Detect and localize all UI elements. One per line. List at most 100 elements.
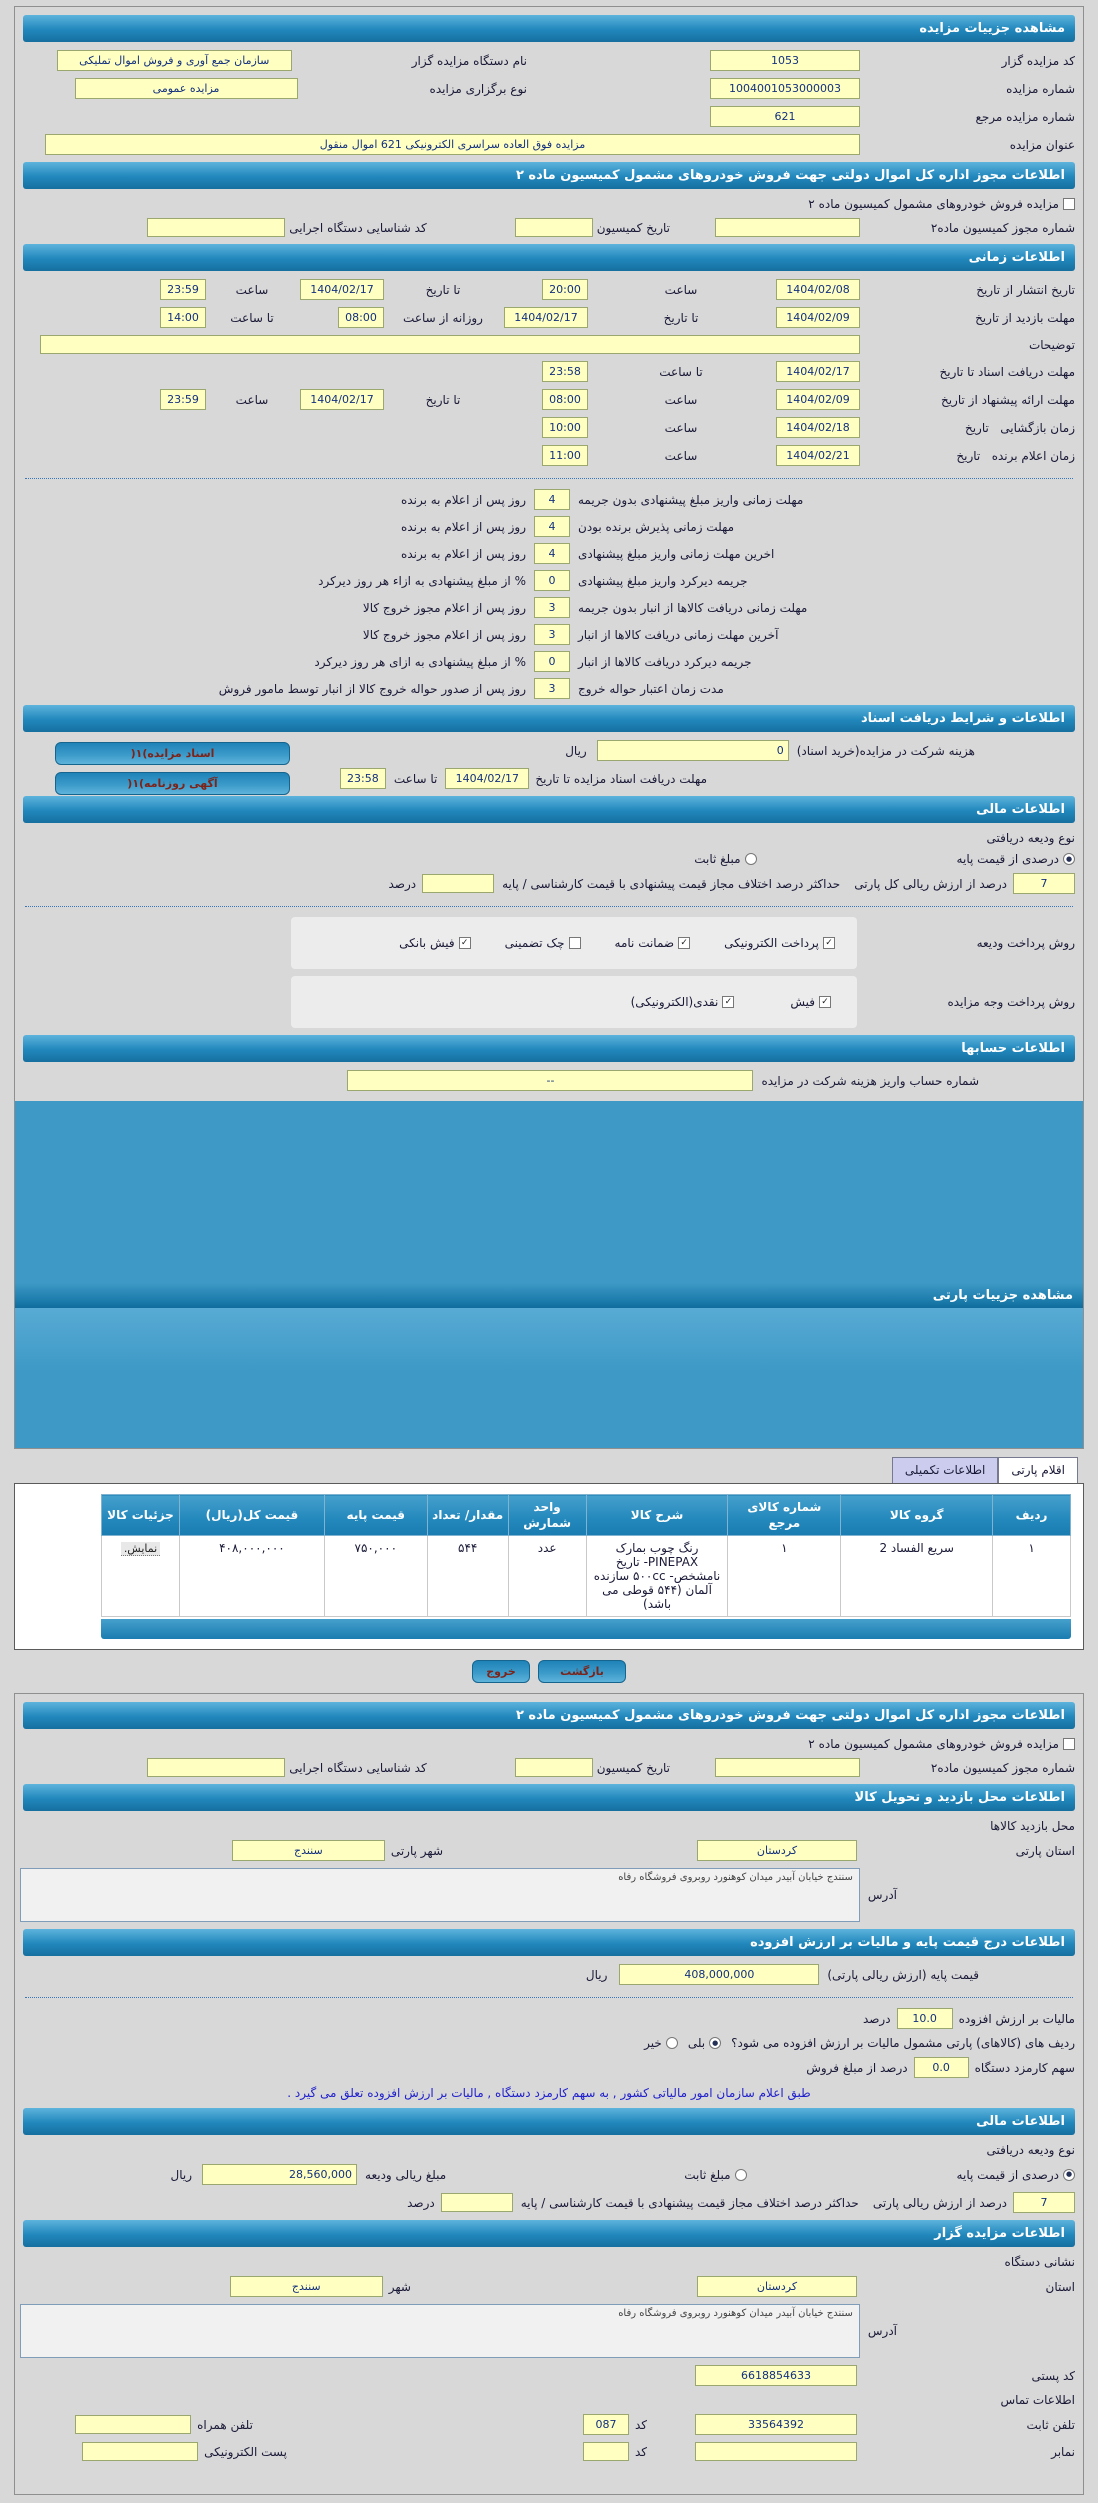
docs-fee-label: هزینه شرکت در مزایده(خرید اسناد) (796, 743, 975, 758)
opening-date-field[interactable]: 1404/02/18 (776, 417, 860, 438)
guarantee-checkbox[interactable]: ✓ (678, 937, 691, 949)
fixed-amount-radio-2[interactable] (734, 2168, 747, 2181)
exec-id-field-2[interactable] (147, 1758, 286, 1778)
penalty-value-field[interactable]: 3 (534, 678, 570, 699)
publish-from-date-field[interactable]: 1404/02/08 (776, 279, 860, 300)
bidder-province-field[interactable]: کردستان (697, 2276, 857, 2298)
docs-receive-date-field[interactable]: 1404/02/17 (776, 361, 860, 382)
visit-to-date-field[interactable]: 1404/02/17 (504, 307, 588, 328)
party-tabs: اقلام پارتی اطلاعات تکمیلی (20, 1457, 1078, 1483)
secured-check-checkbox[interactable] (568, 937, 581, 949)
deposit-percent-field-2[interactable]: 7 (1013, 2192, 1075, 2214)
fax-code-field[interactable] (582, 2442, 629, 2462)
show-details-link[interactable]: نمایش. (120, 1542, 161, 1557)
vat-no-radio[interactable] (665, 2037, 678, 2050)
penalty-value-field[interactable]: 3 (534, 624, 570, 645)
penalty-value-field[interactable]: 0 (534, 651, 570, 672)
auction-no-field[interactable]: 1004001053000003 (710, 78, 860, 99)
slip-checkbox[interactable]: ✓ (819, 996, 831, 1008)
max-diff-field[interactable] (422, 874, 495, 893)
visit-from-date-field[interactable]: 1404/02/09 (776, 307, 860, 328)
vat-yes-radio[interactable]: ● (709, 2037, 722, 2050)
percent-of-base-radio-2[interactable]: ● (1063, 2168, 1075, 2181)
description-field[interactable] (40, 335, 860, 354)
penalty-row: مهلت زمانی دریافت کالاها از انبار بدون ج… (23, 597, 1075, 618)
offer-to-date-field[interactable]: 1404/02/17 (300, 389, 384, 410)
permit-no-field[interactable] (715, 218, 860, 237)
party-city-field[interactable]: سنندج (231, 1840, 385, 1862)
party-address-field[interactable]: سنندج خیابان آبیدر میدان کوهنورد روبروی … (19, 1868, 860, 1923)
party-province-field[interactable]: کردستان (697, 1840, 857, 1862)
docs-deadline-date-field[interactable]: 1404/02/17 (445, 768, 530, 789)
winner-date-field[interactable]: 1404/02/21 (776, 445, 860, 466)
offer-from-time-field[interactable]: 08:00 (542, 389, 588, 410)
phone-field[interactable]: 33564392 (695, 2414, 857, 2436)
fixed-amount-radio-label-2: مبلغ ثابت (684, 2167, 731, 2182)
visit-to-time-field[interactable]: 14:00 (160, 307, 206, 328)
commission2-checkbox-2[interactable] (1063, 1738, 1075, 1751)
party-province-label: استان پارتی (1015, 1843, 1075, 1858)
exec-id-field[interactable] (147, 218, 286, 237)
email-field[interactable] (82, 2442, 199, 2462)
winner-time-field[interactable]: 11:00 (542, 445, 588, 466)
vat-field[interactable]: 10.0 (896, 2008, 953, 2030)
bidder-address-field[interactable]: سنندج خیابان آبیدر میدان کوهنورد روبروی … (19, 2304, 860, 2359)
commission2-checkbox[interactable] (1063, 198, 1075, 210)
publish-to-date-field[interactable]: 1404/02/17 (300, 279, 384, 300)
bidder-city-field[interactable]: سنندج (229, 2276, 383, 2298)
publish-to-time-field[interactable]: 23:59 (160, 279, 206, 300)
opening-time-field[interactable]: 10:00 (542, 417, 588, 438)
org-name-field[interactable]: سازمان جمع آوری و فروش اموال تملیکی (56, 50, 292, 71)
permit-no-field-2[interactable] (715, 1758, 860, 1778)
account-number-field[interactable]: -- (347, 1070, 754, 1091)
financial-header-2: اطلاعات مالی (23, 2108, 1075, 2136)
phone-code-field[interactable]: 087 (582, 2414, 629, 2436)
penalty-value-field[interactable]: 4 (534, 516, 570, 537)
action-buttons: بازگشت خروج (0, 1660, 1098, 1684)
electronic-payment-checkbox[interactable]: ✓ (823, 937, 835, 949)
penalty-label: مهلت زمانی دریافت کالاها از انبار بدون ج… (578, 600, 808, 615)
commission-date-field-2[interactable] (514, 1758, 593, 1778)
exec-id-label-2: کد شناسایی دستگاه اجرایی (289, 1760, 427, 1775)
offer-deadline-row: مهلت ارائه پیشنهاد از تاریخ 1404/02/09 س… (23, 389, 1075, 410)
postal-code-field[interactable]: 6618854633 (695, 2365, 857, 2387)
docs-receive-time-field[interactable]: 23:58 (542, 361, 588, 382)
auction-title-field[interactable]: مزایده فوق العاده سراسری الکترونیکی 621 … (45, 134, 860, 155)
docs-fee-field[interactable]: 0 (596, 740, 789, 761)
visit-from-time-field[interactable]: 08:00 (338, 307, 384, 328)
mobile-field[interactable] (75, 2415, 192, 2435)
bank-slip-checkbox[interactable]: ✓ (458, 937, 471, 949)
back-button[interactable]: بازگشت (538, 1660, 626, 1684)
docs-deadline-time-field[interactable]: 23:58 (339, 768, 386, 789)
ref-no-field[interactable]: 621 (710, 106, 860, 127)
penalty-value-field[interactable]: 4 (534, 543, 570, 564)
offer-to-time-field[interactable]: 23:59 (160, 389, 206, 410)
auction-detail-panel: مشاهده جزییات مزایده کد مزایده گزار 1053… (14, 6, 1084, 1449)
exit-button[interactable]: خروج (472, 1660, 530, 1684)
deposit-percent-field[interactable]: 7 (1013, 873, 1075, 894)
percent-of-base-radio[interactable]: ● (1063, 853, 1075, 865)
auction-type-field[interactable]: مزایده عمومی (74, 78, 298, 99)
newspaper-ad-button[interactable]: آگهی روزنامه)۱( (55, 772, 290, 795)
commission-date-field[interactable] (514, 218, 593, 237)
fax-field[interactable] (695, 2442, 857, 2462)
tab-party-items[interactable]: اقلام پارتی (998, 1457, 1078, 1483)
penalty-value-field[interactable]: 3 (534, 597, 570, 618)
deposit-type-label: نوع ودیعه دریافتی (986, 831, 1075, 845)
penalty-suffix: % از مبلغ پیشنهادی به ازای هر روز دیرکرد (314, 654, 526, 669)
deposit-type-row-2: نوع ودیعه دریافتی (23, 2143, 1075, 2157)
bidder-code-field[interactable]: 1053 (710, 50, 860, 71)
deposit-amount-field[interactable]: 28,560,000 (202, 2164, 358, 2186)
base-price-field[interactable]: 408,000,000 (619, 1964, 820, 1986)
permit-no-label: شماره مجوز کمیسیون ماده۲ (930, 220, 1075, 235)
max-diff-field-2[interactable] (440, 2193, 513, 2213)
penalty-value-field[interactable]: 4 (534, 489, 570, 510)
cash-electronic-checkbox[interactable]: ✓ (722, 996, 735, 1008)
commission-share-field[interactable]: 0.0 (913, 2057, 969, 2079)
offer-from-date-field[interactable]: 1404/02/09 (776, 389, 860, 410)
fixed-amount-radio[interactable] (744, 853, 757, 865)
penalty-value-field[interactable]: 0 (534, 570, 570, 591)
publish-from-time-field[interactable]: 20:00 (542, 279, 588, 300)
tab-extra-info[interactable]: اطلاعات تکمیلی (891, 1457, 999, 1483)
auction-docs-button[interactable]: اسناد مزایده)۱( (55, 742, 290, 765)
